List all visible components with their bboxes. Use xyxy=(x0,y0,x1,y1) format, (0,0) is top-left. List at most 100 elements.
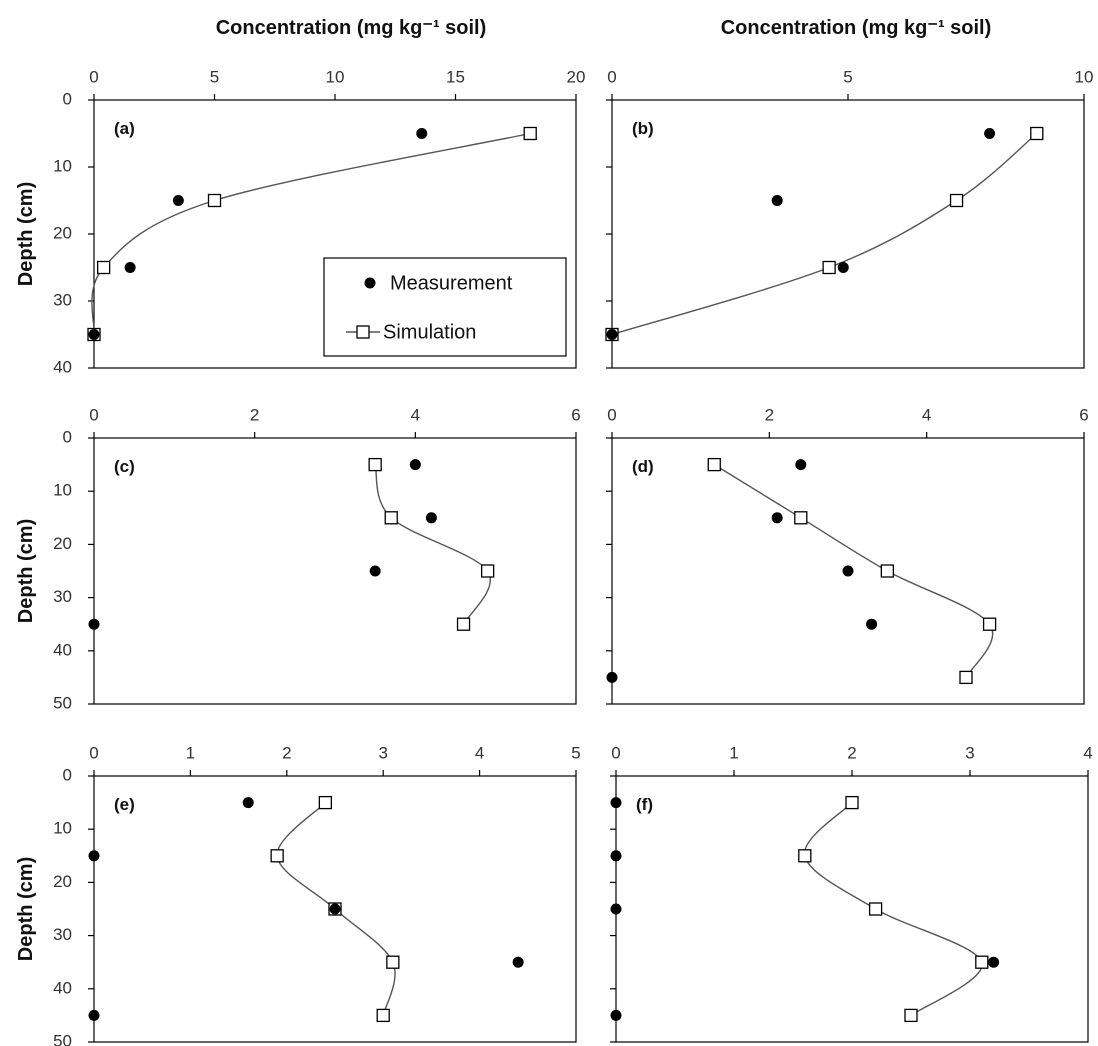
measurement-point xyxy=(88,329,100,340)
x-axis-title: Concentration (mg kg⁻¹ soil) xyxy=(216,17,487,39)
x-tick-label: 4 xyxy=(922,405,931,424)
simulation-point xyxy=(386,955,400,969)
panel-label: (a) xyxy=(114,119,135,138)
measurement-point xyxy=(172,195,184,206)
x-tick-label: 6 xyxy=(1079,405,1088,424)
y-tick-label: 40 xyxy=(53,640,72,659)
y-tick-label: 40 xyxy=(53,978,72,997)
plot-frame xyxy=(611,437,1085,705)
x-tick-label: 1 xyxy=(186,743,195,762)
measurement-point xyxy=(771,195,783,206)
measurement-point xyxy=(610,903,622,915)
measurement-point xyxy=(866,618,878,630)
panel-a: 0 5 10 15 20 0 10 20 30 40 Concentration (mg kg⁻¹ … xyxy=(15,17,585,376)
x-tick-label: 4 xyxy=(1083,743,1092,762)
simulation-point xyxy=(376,1008,390,1023)
y-tick-label: 30 xyxy=(53,925,72,944)
x-tick-label: 0 xyxy=(607,67,616,86)
y-axis-title: Depth (cm) xyxy=(15,182,37,286)
y-tick-label: 0 xyxy=(63,89,72,108)
simulation-point xyxy=(207,193,222,208)
simulation-point xyxy=(822,260,836,275)
measurement-point xyxy=(610,1009,622,1021)
legend-box xyxy=(323,257,567,357)
measurement-point xyxy=(837,262,849,273)
x-tick-label: 2 xyxy=(250,405,259,424)
legend-simulation-marker xyxy=(356,325,370,339)
legend: Measurement Simulation xyxy=(323,257,567,357)
simulation-curve xyxy=(91,132,531,335)
x-tick-label: 5 xyxy=(571,743,580,762)
plot-frame xyxy=(93,775,577,1043)
x-tick-label: 0 xyxy=(89,405,98,424)
simulation-point xyxy=(949,193,964,208)
legend-measurement-marker xyxy=(364,277,376,289)
simulation-curve xyxy=(804,802,983,1016)
simulation-point xyxy=(368,457,382,472)
measurement-point xyxy=(606,671,618,683)
x-tick-label: 5 xyxy=(843,67,852,86)
simulation-point xyxy=(456,617,471,631)
measurement-point xyxy=(425,512,437,524)
x-tick-label: 3 xyxy=(965,743,974,762)
x-tick-label: 1 xyxy=(729,743,738,762)
y-tick-label: 40 xyxy=(53,357,72,376)
simulation-point xyxy=(880,564,894,578)
simulation-point xyxy=(798,849,812,863)
x-tick-label: 3 xyxy=(378,743,387,762)
measurement-point xyxy=(409,459,421,471)
y-axis-title: Depth (cm) xyxy=(15,519,37,623)
panel-d: 0 2 4 6 (d) xyxy=(606,405,1089,705)
panel-f: 0 1 2 3 4 (f) xyxy=(610,743,1093,1043)
simulation-point xyxy=(868,902,883,916)
panel-label: (e) xyxy=(114,795,135,814)
x-tick-label: 0 xyxy=(607,405,616,424)
measurement-point xyxy=(842,565,854,577)
y-tick-label: 30 xyxy=(53,587,72,606)
x-tick-label: 2 xyxy=(765,405,774,424)
measurement-point xyxy=(610,797,622,809)
measurement-point xyxy=(329,903,341,915)
simulation-point xyxy=(523,126,537,141)
measurement-point xyxy=(984,128,996,139)
measurement-point xyxy=(988,956,1000,968)
plot-frame xyxy=(615,775,1089,1043)
measurement-point xyxy=(242,797,254,809)
x-tick-label: 4 xyxy=(411,405,420,424)
measurement-point xyxy=(771,512,783,524)
y-axis-title: Depth (cm) xyxy=(15,857,37,961)
measurement-point xyxy=(416,128,428,139)
x-tick-label: 2 xyxy=(847,743,856,762)
simulation-point xyxy=(480,564,495,578)
y-tick-label: 20 xyxy=(53,872,72,891)
simulation-curve xyxy=(611,132,1038,336)
measurement-point xyxy=(88,850,100,862)
x-tick-label: 15 xyxy=(446,67,465,86)
y-tick-label: 10 xyxy=(53,156,72,175)
measurement-point xyxy=(795,459,807,471)
measurement-point xyxy=(88,618,100,630)
y-tick-label: 20 xyxy=(53,223,72,242)
x-tick-label: 10 xyxy=(1075,67,1094,86)
panel-label: (c) xyxy=(114,457,135,476)
x-axis-title: Concentration (mg kg⁻¹ soil) xyxy=(721,17,992,39)
plot-frame xyxy=(93,437,577,705)
y-tick-label: 50 xyxy=(53,693,72,712)
x-tick-label: 6 xyxy=(571,405,580,424)
measurement-point xyxy=(606,329,618,340)
panel-c: 0 2 4 6 0 10 20 30 40 50 Depth (cm) (c) xyxy=(15,405,581,712)
y-tick-label: 10 xyxy=(53,819,72,838)
simulation-point xyxy=(1030,126,1044,141)
legend-simulation-label: Simulation xyxy=(383,321,476,343)
x-tick-label: 10 xyxy=(326,67,345,86)
plot-frame xyxy=(611,99,1085,369)
x-tick-label: 20 xyxy=(567,67,586,86)
x-tick-label: 0 xyxy=(89,743,98,762)
panel-label: (f) xyxy=(636,795,653,814)
y-tick-label: 0 xyxy=(63,765,72,784)
measurement-point xyxy=(610,850,622,862)
simulation-point xyxy=(982,617,997,631)
y-tick-label: 30 xyxy=(53,290,72,309)
simulation-point xyxy=(904,1008,918,1023)
panel-b: 0 5 10 Concentration (mg kg⁻¹ soil) (b) xyxy=(605,17,1094,369)
